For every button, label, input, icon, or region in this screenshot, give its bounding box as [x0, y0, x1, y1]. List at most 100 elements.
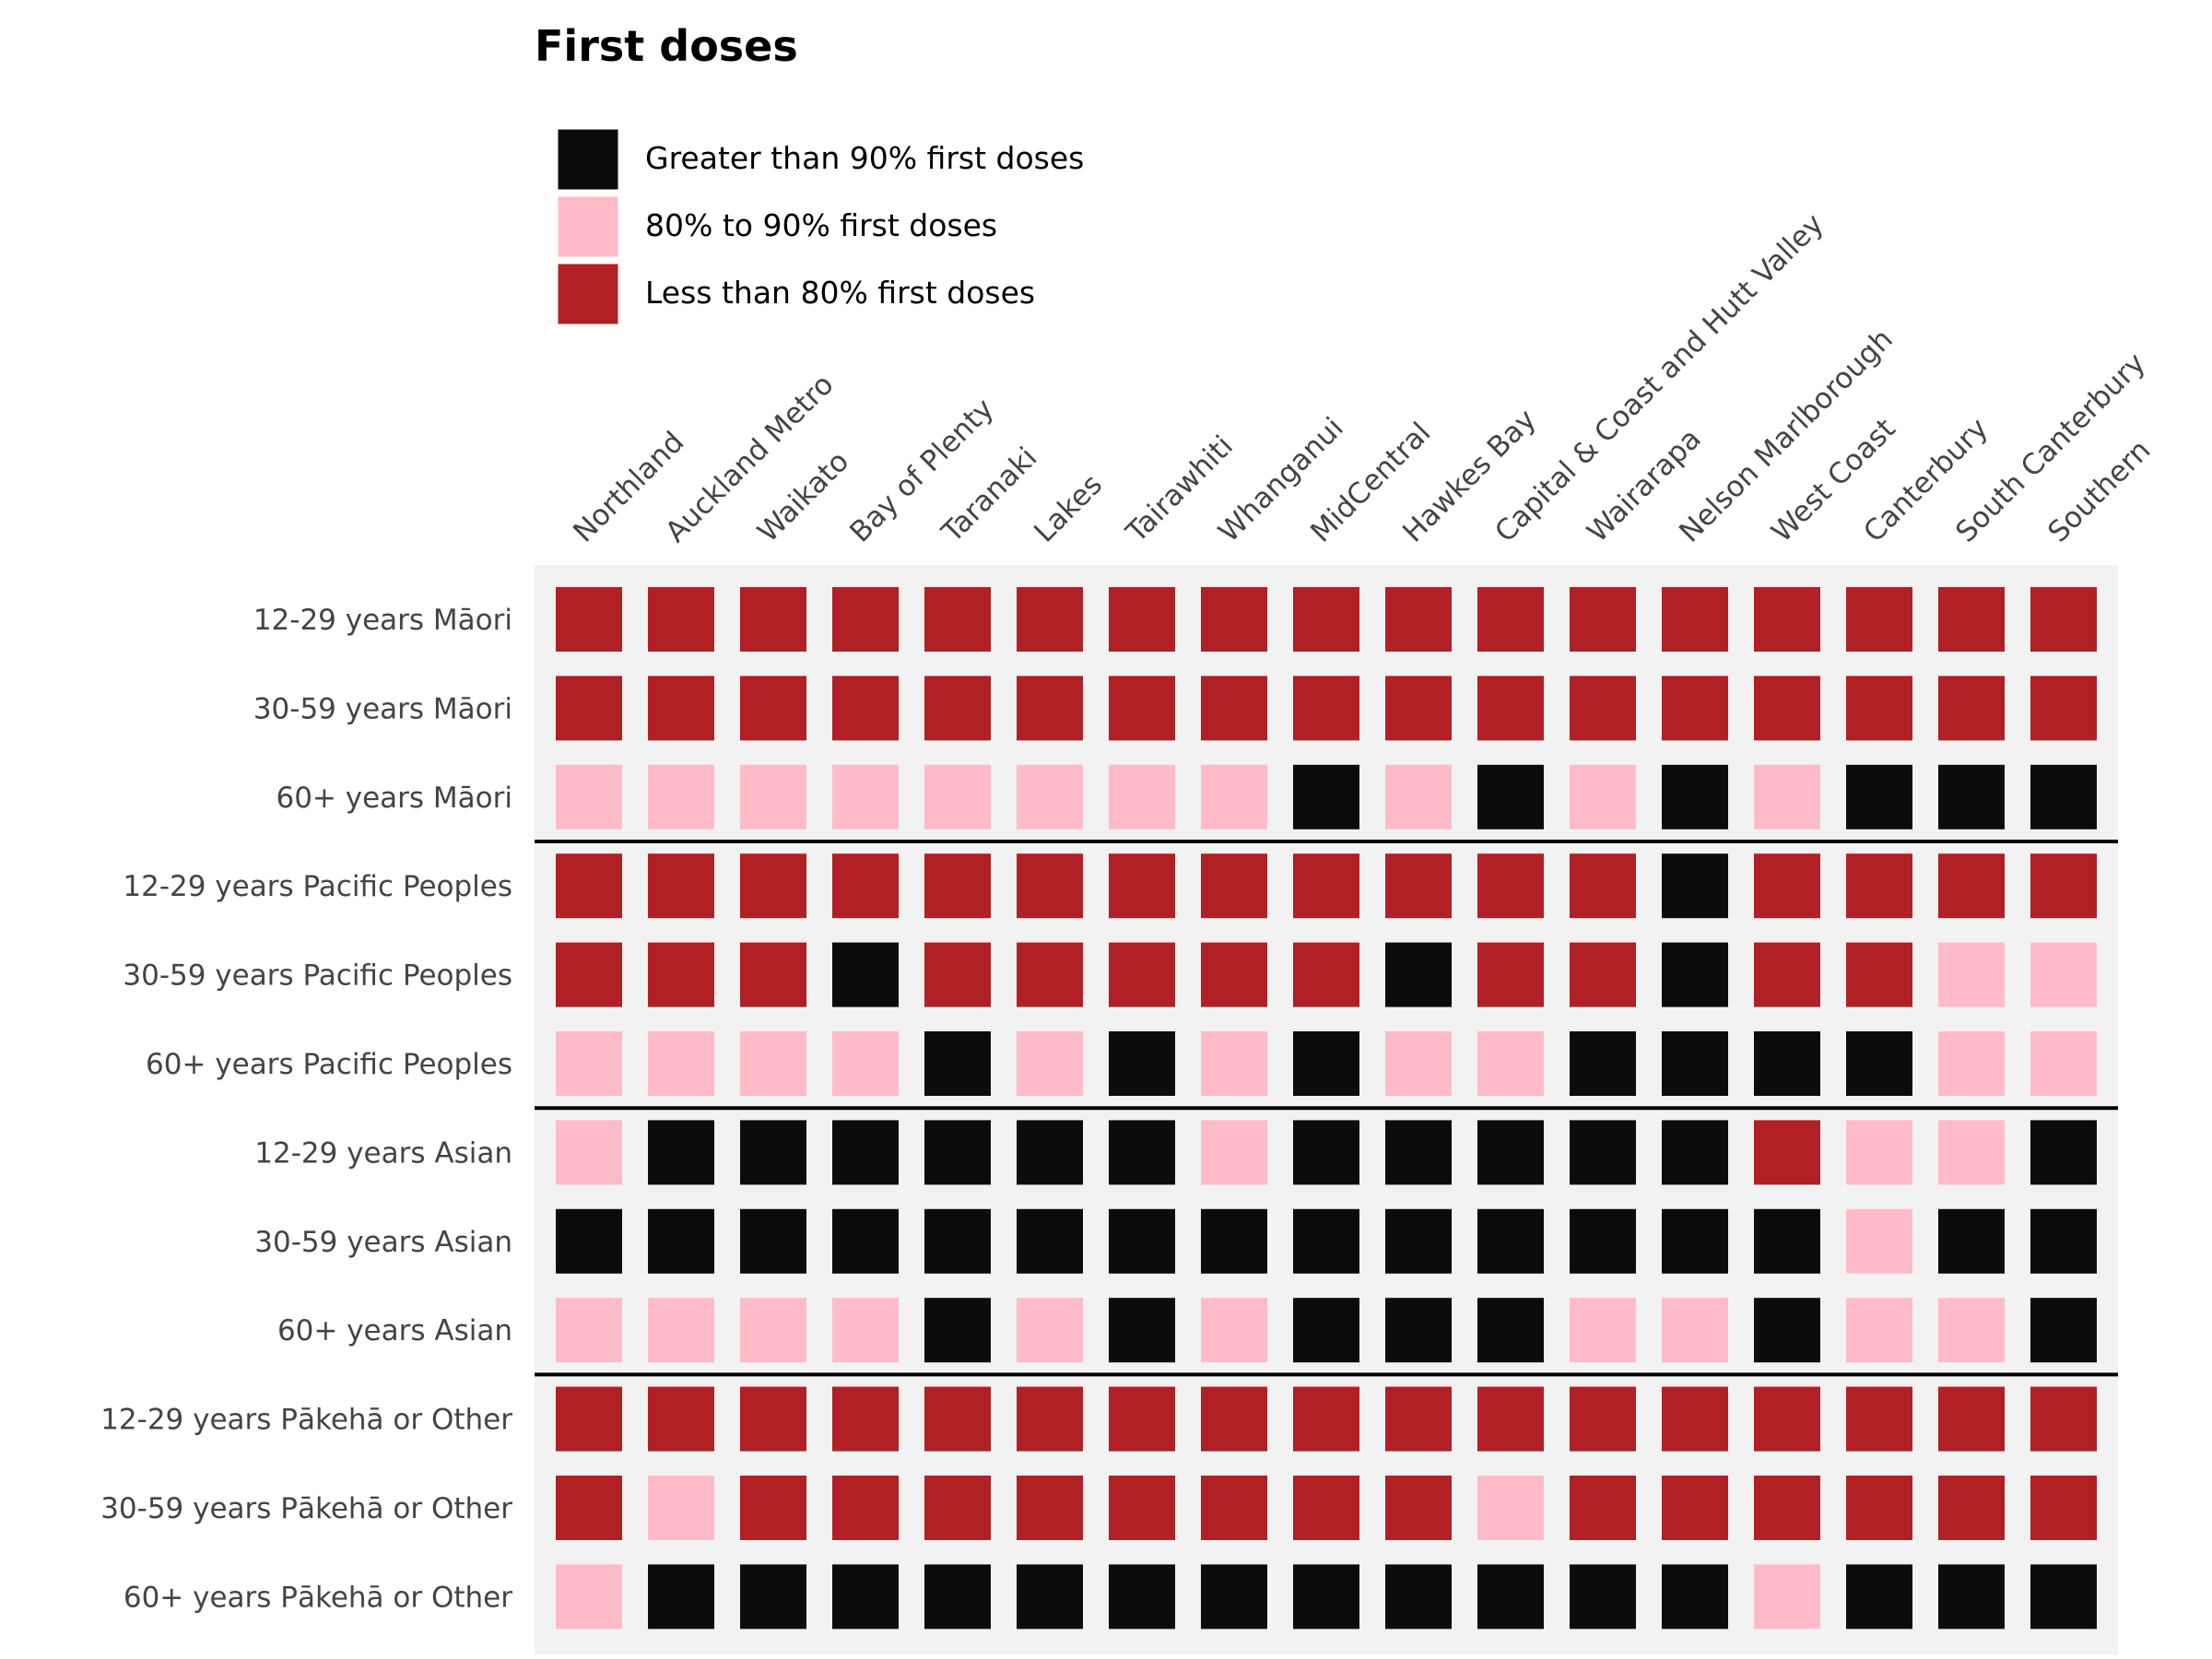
heatmap-cell: [556, 676, 622, 741]
heatmap-cell: [1109, 853, 1175, 919]
heatmap-cell: [1017, 1476, 1083, 1540]
heatmap-cell: [1846, 1476, 1912, 1540]
heatmap-cell: [1754, 676, 1820, 741]
heatmap-cell: [1938, 1120, 2005, 1185]
heatmap-cell: [1293, 676, 1359, 741]
legend: Greater than 90% first doses 80% to 90% …: [555, 126, 1084, 327]
heatmap-cell: [1385, 1476, 1452, 1540]
heatmap-cell: [1109, 1208, 1175, 1274]
heatmap-cell: [2030, 942, 2097, 1007]
column-label: Capital & Coast and Hutt Valley: [1488, 207, 1830, 549]
heatmap-cell: [1570, 942, 1636, 1007]
heatmap-cell: [1938, 1564, 2005, 1630]
heatmap-cell: [740, 1386, 806, 1452]
heatmap-cell: [1385, 1564, 1452, 1630]
heatmap-cell: [1662, 587, 1728, 652]
legend-label-mid: 80% to 90% first doses: [645, 207, 997, 243]
heatmap-cell: [832, 1564, 899, 1630]
heatmap-cell: [1017, 1208, 1083, 1274]
heatmap-cell: [1201, 853, 1267, 919]
heatmap-cell: [1017, 1386, 1083, 1452]
heatmap-cell: [1754, 853, 1820, 919]
heatmap-cell: [1201, 1386, 1267, 1452]
heatmap-cell: [1385, 853, 1452, 919]
heatmap-cell: [924, 1476, 991, 1540]
heatmap-cell: [832, 1476, 899, 1540]
heatmap-cell: [648, 1120, 714, 1185]
heatmap-cell: [1109, 1386, 1175, 1452]
heatmap-cell: [556, 942, 622, 1007]
heatmap-cell: [1293, 942, 1359, 1007]
heatmap-cell: [1201, 587, 1267, 652]
heatmap-cell: [1662, 1386, 1728, 1452]
heatmap-cell: [1201, 1564, 1267, 1630]
heatmap-cell: [1938, 1208, 2005, 1274]
heatmap-cell: [1570, 1120, 1636, 1185]
heatmap-cell: [924, 1564, 991, 1630]
heatmap-cell: [1293, 764, 1359, 830]
heatmap-cell: [1662, 1564, 1728, 1630]
heatmap-cell: [1293, 1476, 1359, 1540]
heatmap-cell: [1754, 587, 1820, 652]
heatmap-cell: [1477, 1476, 1544, 1540]
heatmap-cell: [1570, 1386, 1636, 1452]
heatmap-cell: [924, 1031, 991, 1096]
heatmap-cell: [1017, 853, 1083, 919]
heatmap-cell: [1846, 1031, 1912, 1096]
column-label: Auckland Metro: [659, 368, 840, 548]
heatmap-cell: [924, 1386, 991, 1452]
heatmap-cell: [1017, 764, 1083, 830]
heatmap-cell: [832, 1386, 899, 1452]
heatmap-cell: [740, 1120, 806, 1185]
heatmap-cell: [2030, 587, 2097, 652]
heatmap-cell: [1938, 1031, 2005, 1096]
heatmap-cell: [2030, 1386, 2097, 1452]
row-label: 12-29 years Asian: [254, 1136, 512, 1170]
heatmap-cell: [832, 942, 899, 1007]
heatmap-cell: [1385, 1208, 1452, 1274]
heatmap-cell: [648, 1298, 714, 1363]
heatmap-cell: [832, 1208, 899, 1274]
heatmap-cell: [1938, 1386, 2005, 1452]
heatmap-cell: [1293, 1031, 1359, 1096]
legend-label-high: Greater than 90% first doses: [645, 140, 1084, 176]
heatmap-cell: [1477, 853, 1544, 919]
heatmap-cell: [1477, 676, 1544, 741]
heatmap-cell: [1754, 1120, 1820, 1185]
heatmap-cell: [648, 676, 714, 741]
heatmap-cell: [1293, 853, 1359, 919]
heatmap-cell: [832, 676, 899, 741]
heatmap-cell: [1477, 1298, 1544, 1363]
heatmap-cell: [1293, 1564, 1359, 1630]
heatmap-cell: [1109, 942, 1175, 1007]
heatmap-cell: [924, 1298, 991, 1363]
heatmap-cell: [1201, 676, 1267, 741]
heatmap-cell: [556, 1031, 622, 1096]
heatmap-cell: [1662, 676, 1728, 741]
heatmap-cell: [1662, 1298, 1728, 1363]
heatmap-cell: [740, 1298, 806, 1363]
heatmap-cell: [1754, 1564, 1820, 1630]
heatmap-cell: [1846, 1120, 1912, 1185]
heatmap-cell: [556, 1564, 622, 1630]
heatmap-cell: [1846, 1386, 1912, 1452]
heatmap-cell: [1477, 1208, 1544, 1274]
heatmap-cell: [648, 1564, 714, 1630]
heatmap-cell: [2030, 1298, 2097, 1363]
legend-label-low: Less than 80% first doses: [645, 275, 1035, 311]
heatmap-cells: [556, 587, 2097, 1630]
heatmap-cell: [1662, 1031, 1728, 1096]
heatmap-cell: [1017, 676, 1083, 741]
heatmap-cell: [2030, 1208, 2097, 1274]
row-labels: 12-29 years Māori 30-59 years Māori 60+ ye…: [100, 604, 512, 1614]
heatmap-cell: [2030, 853, 2097, 919]
heatmap-cell: [832, 587, 899, 652]
heatmap-cell: [648, 1386, 714, 1452]
heatmap-cell: [924, 764, 991, 830]
heatmap-cell: [924, 1120, 991, 1185]
heatmap-cell: [740, 587, 806, 652]
heatmap-cell: [1754, 1476, 1820, 1540]
heatmap-cell: [1754, 764, 1820, 830]
heatmap-cell: [2030, 1120, 2097, 1185]
